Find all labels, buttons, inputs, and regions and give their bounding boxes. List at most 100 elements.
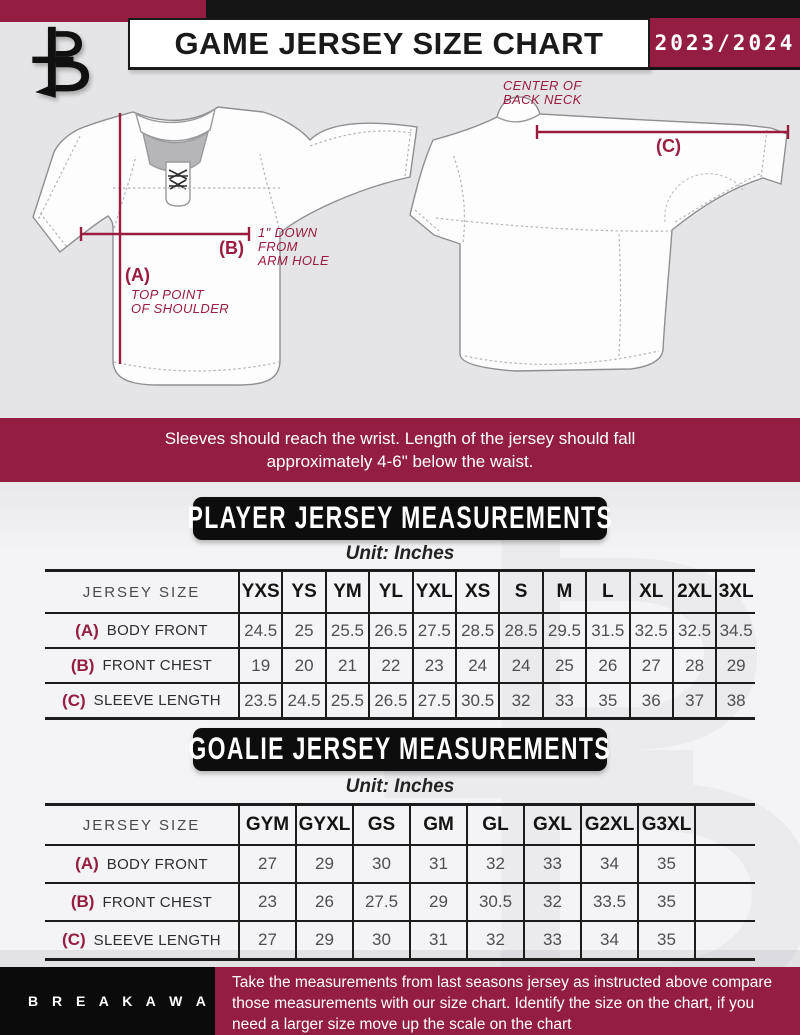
measure-c-key: (C) xyxy=(656,136,681,156)
size-header-xl: XL xyxy=(628,572,672,612)
measurement-value: 24 xyxy=(498,647,542,682)
measurement-value: 27 xyxy=(238,844,295,882)
collar-laces xyxy=(168,169,188,190)
measurement-value: 33 xyxy=(523,920,580,958)
measurement-value: 28 xyxy=(671,647,716,682)
measurement-value: 29 xyxy=(295,844,352,882)
size-header-gs: GS xyxy=(352,806,409,844)
measure-label: BODY FRONT xyxy=(106,622,208,639)
size-header-ys: YS xyxy=(281,572,324,612)
measurement-value: 36 xyxy=(628,682,672,717)
measurement-row-label: (A) BODY FRONT xyxy=(45,844,238,882)
goalie-unit-label: Unit: Inches xyxy=(345,776,455,797)
size-header-xs: XS xyxy=(454,572,498,612)
stitch-lines xyxy=(37,128,413,372)
measure-key: (A) xyxy=(75,854,99,873)
measurement-row-label: (C) SLEEVE LENGTH xyxy=(45,682,238,717)
measurement-value: 29 xyxy=(409,882,466,920)
goalie-heading-text: GOALIE JERSEY MEASUREMENTS xyxy=(188,731,612,767)
jersey-size-column-header: JERSEY SIZE xyxy=(82,583,201,601)
season-label: 2023/2024 xyxy=(654,30,796,55)
top-black-strip xyxy=(206,0,800,18)
measurement-value: 29.5 xyxy=(541,612,586,647)
size-header-3xl: 3XL xyxy=(715,572,755,612)
measurement-value: 24.5 xyxy=(281,682,325,717)
measure-b-caption: 1" DOWN FROM ARM HOLE xyxy=(258,225,330,268)
measurement-value: 20 xyxy=(281,647,325,682)
measurement-value: 29 xyxy=(715,647,755,682)
title-bar: GAME JERSEY SIZE CHART xyxy=(128,18,650,70)
measurement-value: 31 xyxy=(409,844,466,882)
measurement-value: 23.5 xyxy=(238,682,282,717)
measurement-row-label: (A) BODY FRONT xyxy=(45,612,238,647)
measurement-value: 35 xyxy=(637,882,694,920)
measurement-value: 27.5 xyxy=(411,612,455,647)
measurement-value: 30.5 xyxy=(466,882,523,920)
measurement-value: 38 xyxy=(715,682,755,717)
jersey-size-column-header: JERSEY SIZE xyxy=(82,816,201,834)
measurement-value: 25.5 xyxy=(324,682,369,717)
blank-cell xyxy=(694,844,755,882)
size-header-gm: GM xyxy=(409,806,466,844)
player-heading-text: PLAYER JERSEY MEASUREMENTS xyxy=(187,500,613,536)
measurement-row-label: (B) FRONT CHEST xyxy=(45,882,238,920)
stitch-lines xyxy=(414,129,768,365)
size-header-2xl: 2XL xyxy=(671,572,715,612)
measure-key: (A) xyxy=(75,620,99,640)
measurement-value: 27 xyxy=(628,647,672,682)
season-block: 2023/2024 xyxy=(650,18,800,70)
measure-key: (B) xyxy=(70,892,95,911)
player-unit-label: Unit: Inches xyxy=(345,543,455,564)
player-section-heading: PLAYER JERSEY MEASUREMENTS xyxy=(187,497,611,540)
blank-header-cell xyxy=(694,806,755,844)
front-jersey-diagram xyxy=(32,106,418,386)
measurement-value: 32.5 xyxy=(671,612,716,647)
size-header-gxl: GXL xyxy=(523,806,580,844)
measurement-value: 31 xyxy=(409,920,466,958)
size-header-yl: YL xyxy=(368,572,411,612)
front-jersey-outline xyxy=(32,106,418,386)
size-header-g2xl: G2XL xyxy=(580,806,637,844)
size-header-g3xl: G3XL xyxy=(637,806,694,844)
back-jersey-diagram xyxy=(409,96,790,372)
measure-key: (B) xyxy=(70,655,95,675)
blank-cell xyxy=(694,882,755,920)
measurement-value: 31.5 xyxy=(585,612,629,647)
measure-label: SLEEVE LENGTH xyxy=(93,931,221,949)
page-title: GAME JERSEY SIZE CHART xyxy=(174,25,604,61)
player-size-table: JERSEY SIZE YXS YS YM YL YXL XS S M L XL 2XL 3XL (A) B… xyxy=(45,569,755,720)
footer-instructions: Take the measurements from last seasons … xyxy=(215,967,800,1035)
measurement-value: 32 xyxy=(466,844,523,882)
measurement-value: 35 xyxy=(637,920,694,958)
measurement-value: 27 xyxy=(238,920,295,958)
breakaway-logo-icon xyxy=(28,24,92,102)
measure-label: FRONT CHEST xyxy=(102,893,213,911)
measurement-row-label: (B) FRONT CHEST xyxy=(45,647,238,682)
measure-a-caption: TOP POINT OF SHOULDER xyxy=(131,287,230,316)
measure-label: SLEEVE LENGTH xyxy=(93,692,221,709)
fit-notice-banner: Sleeves should reach the wrist. Length o… xyxy=(0,418,800,482)
footer-instructions-text: Take the measurements from last seasons … xyxy=(232,973,773,1033)
measure-b-key: (B) xyxy=(219,238,244,258)
measurement-value: 32 xyxy=(498,682,542,717)
measurement-value: 32.5 xyxy=(628,612,672,647)
fit-notice-line2: approximately 4-6" below the waist. xyxy=(266,452,534,471)
measurement-value: 37 xyxy=(671,682,716,717)
measurement-value: 28.5 xyxy=(454,612,499,647)
measurement-value: 33.5 xyxy=(580,882,637,920)
measurement-value: 34 xyxy=(580,844,637,882)
center-back-neck-caption: CENTER OF BACK NECK xyxy=(503,78,582,107)
measurement-value: 33 xyxy=(523,844,580,882)
measurement-value: 28.5 xyxy=(498,612,542,647)
measure-key: (C) xyxy=(62,690,86,710)
footer-brand-block: B R E A K A W A Y xyxy=(0,967,228,1035)
measurement-row-label: (C) SLEEVE LENGTH xyxy=(45,920,238,958)
measurement-value: 32 xyxy=(523,882,580,920)
footer-brand-name: B R E A K A W A Y xyxy=(28,993,234,1009)
measurement-value: 35 xyxy=(637,844,694,882)
size-header-yxs: YXS xyxy=(238,572,281,612)
measure-a-key: (A) xyxy=(125,265,150,285)
measurement-value: 34.5 xyxy=(715,612,755,647)
measurement-value: 35 xyxy=(585,682,629,717)
